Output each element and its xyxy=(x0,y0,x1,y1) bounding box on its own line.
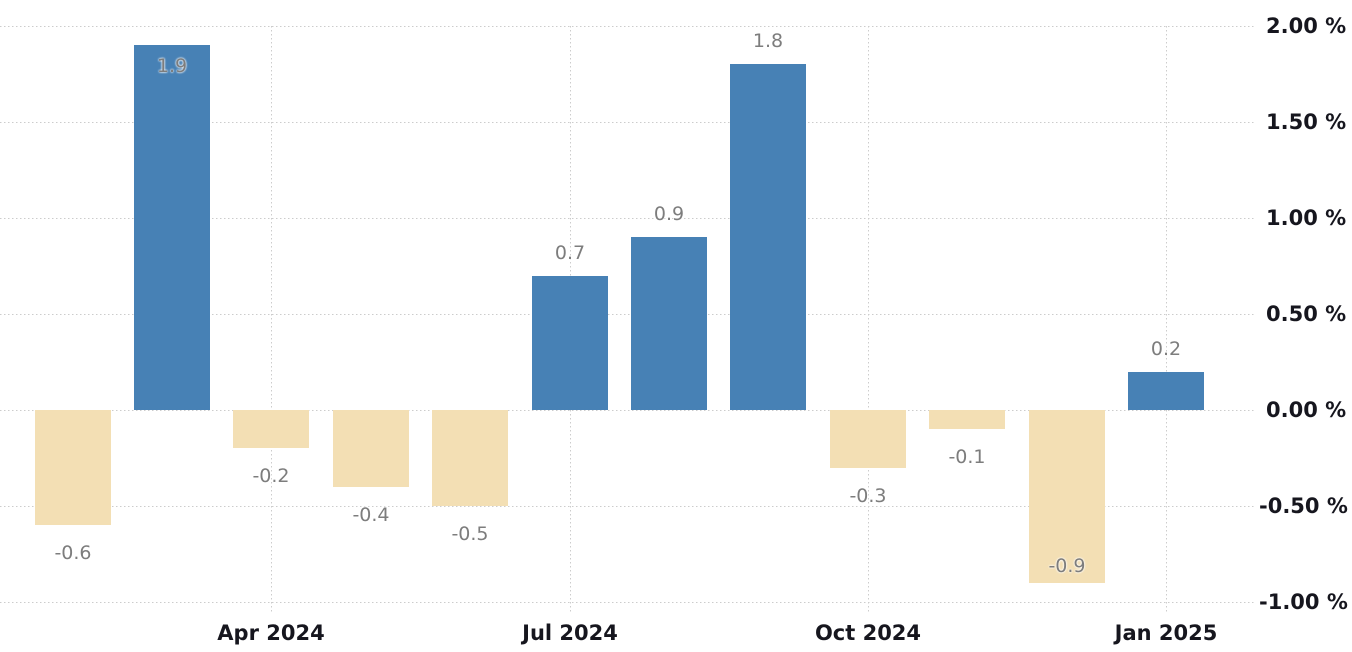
bar[interactable] xyxy=(730,64,806,410)
y-axis-tick-label: -1.00 % xyxy=(1259,590,1348,614)
bar[interactable] xyxy=(1029,410,1105,583)
vertical-gridline xyxy=(1166,26,1167,612)
bar-value-label: -0.3 xyxy=(849,485,887,507)
vertical-gridline xyxy=(868,26,869,612)
bar-value-label: -0.5 xyxy=(451,523,489,545)
bar[interactable] xyxy=(432,410,508,506)
bar[interactable] xyxy=(134,45,210,410)
horizontal-gridline xyxy=(0,218,1254,219)
bar-value-label: -0.1 xyxy=(948,446,986,468)
y-axis-tick-label: 1.00 % xyxy=(1266,206,1347,230)
bar-value-label: 0.9 xyxy=(653,203,685,225)
horizontal-gridline xyxy=(0,410,1254,411)
bar[interactable] xyxy=(233,410,309,448)
x-axis-tick-label: Jan 2025 xyxy=(1114,621,1218,645)
bar-value-label: -0.2 xyxy=(252,465,290,487)
bar-value-label: -0.4 xyxy=(352,504,390,526)
horizontal-gridline xyxy=(0,26,1254,27)
horizontal-gridline xyxy=(0,602,1254,603)
y-axis-tick-label: 2.00 % xyxy=(1266,14,1347,38)
bar-value-label: 1.9 xyxy=(156,55,188,77)
bar-value-label: 1.8 xyxy=(752,30,784,52)
bar[interactable] xyxy=(631,237,707,410)
bar[interactable] xyxy=(532,276,608,410)
bar[interactable] xyxy=(830,410,906,468)
bar[interactable] xyxy=(333,410,409,487)
y-axis-tick-label: -0.50 % xyxy=(1259,494,1348,518)
x-axis-tick-label: Oct 2024 xyxy=(814,621,922,645)
horizontal-gridline xyxy=(0,314,1254,315)
bar-value-label: -0.9 xyxy=(1048,555,1086,577)
bar[interactable] xyxy=(35,410,111,525)
bar-value-label: 0.7 xyxy=(554,242,586,264)
vertical-gridline xyxy=(271,26,272,612)
horizontal-gridline xyxy=(0,122,1254,123)
bar-value-label: 0.2 xyxy=(1150,338,1182,360)
bar-value-label: -0.6 xyxy=(54,542,92,564)
y-axis-tick-label: 0.00 % xyxy=(1266,398,1347,422)
bar[interactable] xyxy=(1128,372,1204,410)
horizontal-gridline xyxy=(0,506,1254,507)
x-axis-tick-label: Jul 2024 xyxy=(522,621,618,645)
bar[interactable] xyxy=(929,410,1005,429)
y-axis-tick-label: 1.50 % xyxy=(1266,110,1347,134)
x-axis-tick-label: Apr 2024 xyxy=(217,621,325,645)
y-axis-tick-label: 0.50 % xyxy=(1266,302,1347,326)
